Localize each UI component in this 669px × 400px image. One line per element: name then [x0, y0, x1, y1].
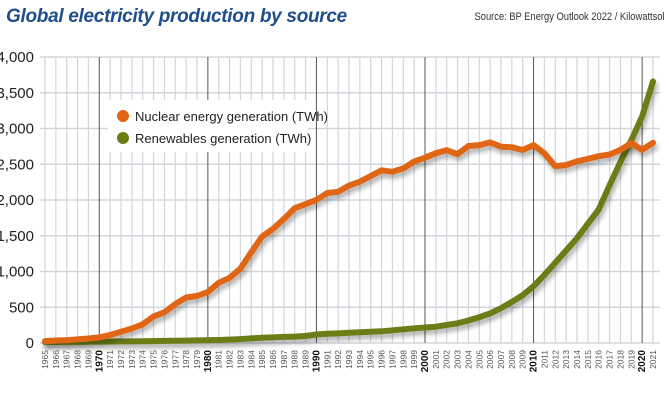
x-tick-label: 1989 — [301, 350, 311, 369]
x-tick-label: 2013 — [561, 350, 571, 369]
x-tick-label: 1973 — [127, 350, 137, 369]
x-tick-label: 1975 — [149, 350, 159, 369]
x-tick-label: 1988 — [290, 350, 300, 369]
legend-box — [108, 100, 308, 152]
y-tick-label: 4,000 — [0, 49, 34, 66]
y-tick-label: 2,500 — [0, 156, 34, 173]
x-tick-label: 1981 — [214, 350, 224, 369]
x-tick-label: 1995 — [366, 350, 376, 369]
x-tick-label: 1994 — [355, 350, 365, 369]
x-tick-label: 2011 — [539, 350, 549, 369]
x-tick-label: 1976 — [159, 350, 169, 369]
x-tick-label: 1965 — [40, 350, 50, 369]
x-tick-label: 2004 — [463, 350, 473, 369]
x-tick-label: 1986 — [268, 350, 278, 369]
x-tick-label: 1991 — [322, 350, 332, 369]
x-tick-label: 2012 — [550, 350, 560, 369]
x-tick-label: 1967 — [62, 350, 72, 369]
x-tick-label: 1971 — [105, 350, 115, 369]
x-tick-label: 1985 — [257, 350, 267, 369]
x-tick-label: 1980 — [203, 350, 214, 373]
chart-title: Global electricity production by source — [6, 6, 347, 27]
x-tick-label: 1993 — [344, 350, 354, 369]
legend: Nuclear energy generation (TWh) Renewabl… — [108, 100, 328, 152]
x-tick-label: 1968 — [73, 350, 83, 369]
x-tick-label: 1996 — [377, 350, 387, 369]
x-tick-label: 2021 — [648, 350, 658, 369]
x-tick-label: 2001 — [431, 350, 441, 369]
legend-marker-nuclear — [117, 110, 129, 122]
x-tick-label: 2005 — [474, 350, 484, 369]
x-tick-label: 1999 — [409, 350, 419, 369]
x-tick-label: 2008 — [507, 350, 517, 369]
x-tick-label: 2018 — [615, 350, 625, 369]
x-tick-label: 2002 — [442, 350, 452, 369]
x-tick-label: 1972 — [116, 350, 126, 369]
y-tick-label: 0 — [26, 335, 34, 352]
x-tick-label: 1979 — [192, 350, 202, 369]
legend-marker-renewables — [117, 132, 129, 144]
x-tick-label: 1987 — [279, 350, 289, 369]
x-tick-label: 2019 — [626, 350, 636, 369]
x-tick-label: 2017 — [605, 350, 615, 369]
x-tick-label: 2020 — [637, 350, 648, 373]
x-tick-label: 1966 — [51, 350, 61, 369]
x-tick-label: 1997 — [387, 350, 397, 369]
x-tick-label: 2010 — [529, 350, 540, 373]
x-tick-label: 1984 — [246, 350, 256, 369]
x-tick-label: 2009 — [518, 350, 528, 369]
x-tick-label: 1969 — [83, 350, 93, 369]
y-tick-label: 1,500 — [0, 228, 34, 245]
x-tick-label: 1978 — [181, 350, 191, 369]
x-tick-label: 2000 — [420, 350, 431, 373]
y-tick-label: 2,000 — [0, 192, 34, 209]
x-tick-label: 2007 — [496, 350, 506, 369]
x-tick-label: 2006 — [485, 350, 495, 369]
y-tick-label: 500 — [9, 299, 34, 316]
source-note: Source: BP Energy Outlook 2022 / Kilowat… — [474, 11, 665, 23]
x-tick-label: 1977 — [170, 350, 180, 369]
x-tick-label: 2003 — [453, 350, 463, 369]
y-tick-label: 1,000 — [0, 264, 34, 281]
x-tick-label: 1974 — [138, 350, 148, 369]
x-tick-label: 1970 — [94, 350, 105, 373]
x-tick-label: 1998 — [398, 350, 408, 369]
legend-label-nuclear: Nuclear energy generation (TWh) — [135, 109, 328, 124]
x-tick-label: 1992 — [333, 350, 343, 369]
y-tick-label: 3,000 — [0, 121, 34, 138]
x-tick-label: 1983 — [235, 350, 245, 369]
y-tick-label: 3,500 — [0, 85, 34, 102]
x-tick-label: 2016 — [594, 350, 604, 369]
x-tick-label: 1982 — [225, 350, 235, 369]
legend-label-renewables: Renewables generation (TWh) — [135, 131, 311, 146]
x-tick-label: 2014 — [572, 350, 582, 369]
x-tick-label: 1990 — [311, 350, 322, 373]
x-tick-label: 2015 — [583, 350, 593, 369]
